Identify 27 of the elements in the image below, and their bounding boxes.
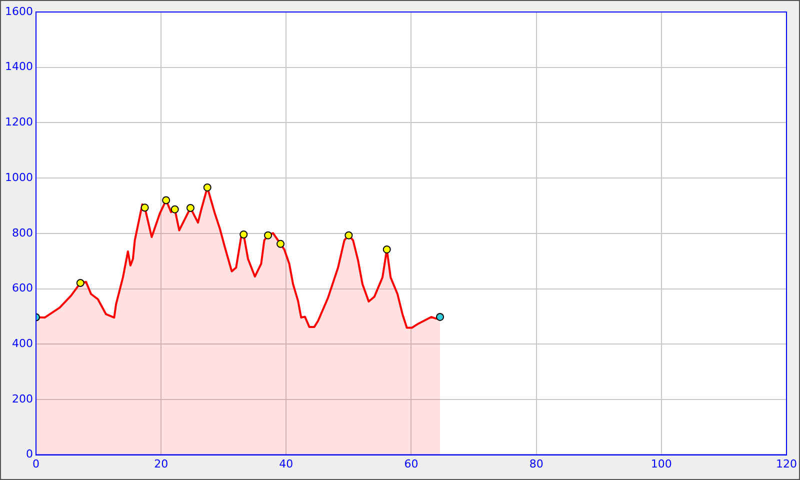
y-tick-label: 800: [12, 226, 33, 240]
point: [344, 231, 353, 240]
x-tick-label: 80: [529, 457, 544, 470]
point: [240, 230, 248, 239]
y-tick-label: 1000: [4, 170, 33, 184]
y-tick-label: 600: [12, 282, 33, 295]
x-tick-label: 20: [154, 457, 168, 470]
point: [276, 240, 285, 248]
point: [436, 312, 444, 321]
x-tick-label: 120: [776, 457, 797, 470]
x-tick-label: 100: [650, 457, 672, 470]
y-tick-label: 1600: [4, 4, 33, 18]
y-tick-label: 400: [12, 336, 33, 350]
y-tick-label: 0: [26, 448, 33, 461]
point: [170, 205, 179, 214]
point: [203, 183, 212, 192]
x-tick-label: 40: [279, 457, 294, 470]
point: [140, 204, 149, 212]
y-tick-label: 200: [12, 392, 33, 406]
point: [162, 196, 170, 204]
point: [264, 231, 272, 240]
point: [186, 204, 194, 212]
point: [76, 278, 84, 287]
y-tick-label: 1400: [4, 60, 33, 74]
y-tick-label: 1200: [4, 116, 33, 129]
point: [382, 245, 391, 254]
x-tick-label: 60: [404, 457, 418, 470]
